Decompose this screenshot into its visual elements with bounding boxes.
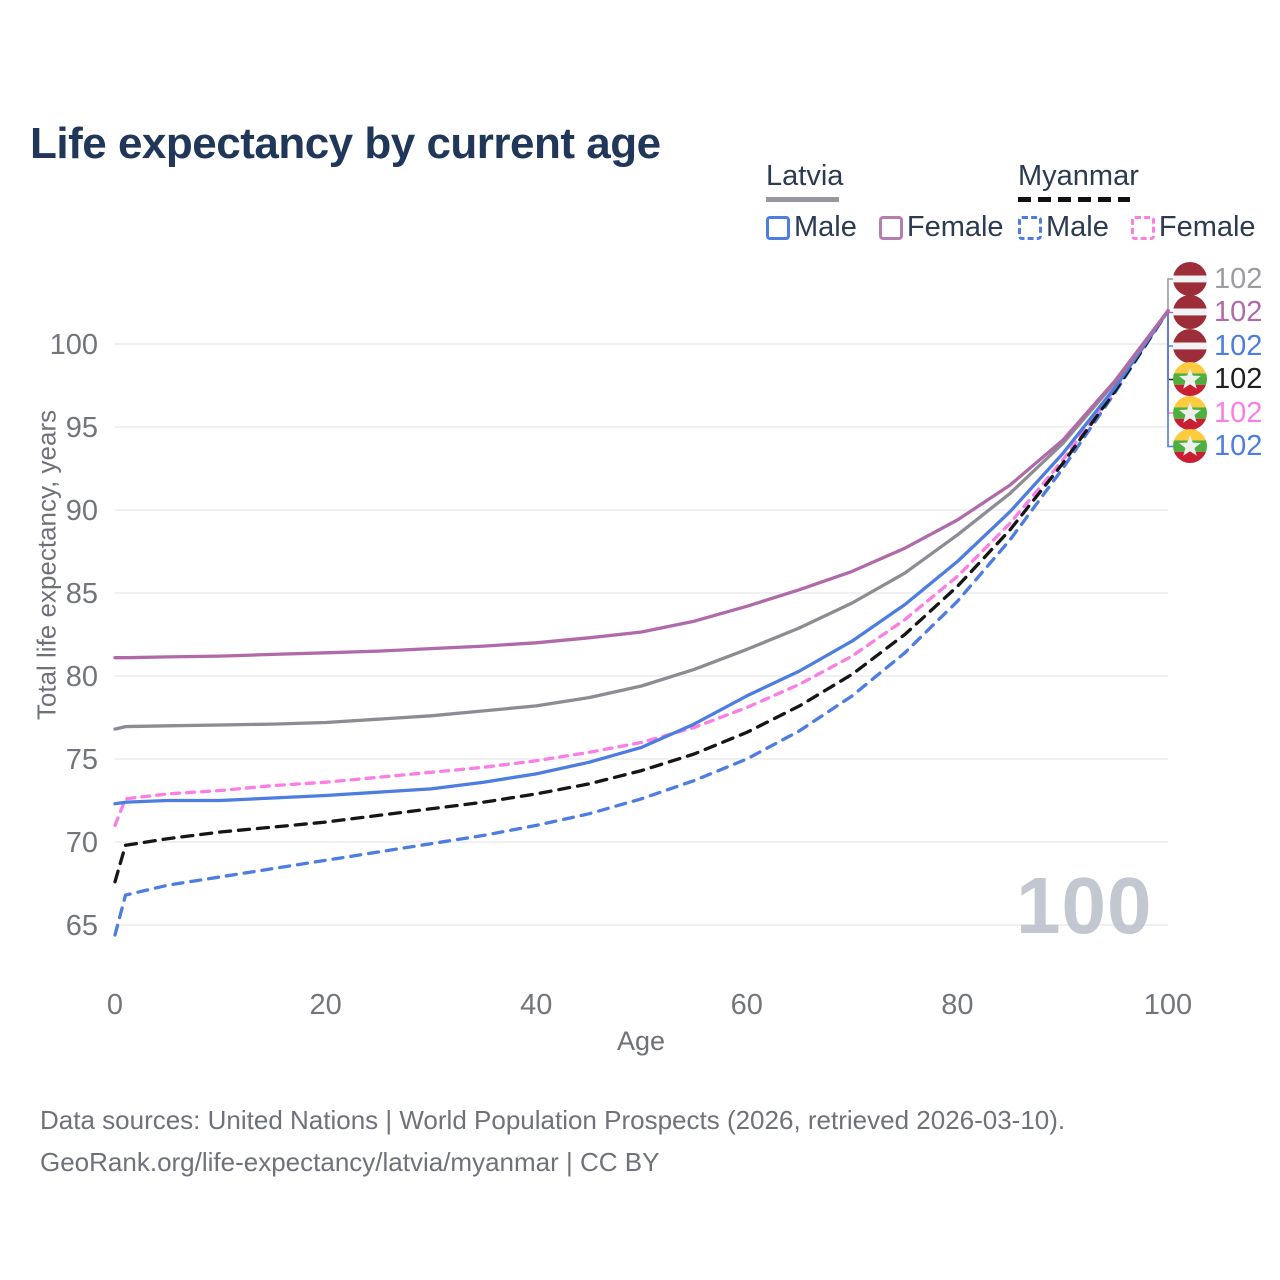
- legend-myanmar: Myanmar Male Female: [1018, 160, 1278, 244]
- annotation-row[interactable]: 102: [1173, 396, 1262, 430]
- x-tick-label: 80: [941, 989, 973, 1021]
- end-label-connector: [1167, 310, 1174, 448]
- legend-latvia-line-sample: [766, 197, 839, 202]
- y-tick-label: 100: [50, 329, 98, 361]
- end-value-label: 102: [1214, 295, 1263, 328]
- annotation-row[interactable]: 102: [1173, 429, 1262, 463]
- series-line-latvia-male[interactable]: [113, 309, 1170, 806]
- y-tick-label: 85: [66, 578, 98, 610]
- myanmar-flag-icon: [1173, 396, 1207, 430]
- series-line-latvia-female[interactable]: [113, 309, 1170, 660]
- y-tick-label: 90: [66, 495, 98, 527]
- latvia-flag-icon: [1173, 262, 1207, 296]
- series-line-myanmar-male[interactable]: [113, 309, 1170, 937]
- legend-myanmar-female-swatch[interactable]: [1130, 215, 1155, 240]
- legend-myanmar-male-swatch[interactable]: [1018, 215, 1042, 240]
- latvia-flag-icon: [1173, 295, 1207, 329]
- legend-myanmar-female-label[interactable]: Female: [1158, 211, 1256, 243]
- series-line-latvia-total[interactable]: [113, 309, 1170, 731]
- x-tick-label: 20: [309, 989, 341, 1021]
- series-line-myanmar-female[interactable]: [113, 309, 1170, 828]
- series-line-myanmar-total[interactable]: [113, 309, 1170, 884]
- legend-latvia-header[interactable]: Latvia: [766, 160, 844, 192]
- annotation-row[interactable]: 102: [1173, 262, 1262, 296]
- legend-latvia-female-swatch[interactable]: [878, 215, 903, 240]
- attribution-note: GeoRank.org/life-expectancy/latvia/myanm…: [40, 1147, 660, 1177]
- end-value-label: 102: [1214, 396, 1263, 429]
- legend-latvia-male-label[interactable]: Male: [794, 211, 857, 243]
- y-axis-title: Total life expectancy, years: [31, 409, 62, 721]
- annotation-row[interactable]: 102: [1173, 295, 1262, 329]
- age-watermark: 100: [1016, 861, 1153, 950]
- legend-myanmar-header[interactable]: Myanmar: [1018, 160, 1139, 192]
- legend-latvia-female-label[interactable]: Female: [906, 211, 1004, 243]
- y-tick-label: 95: [66, 412, 98, 444]
- end-value-label: 102: [1214, 429, 1263, 462]
- x-tick-label: 60: [731, 989, 763, 1021]
- x-tick-label: 100: [1144, 989, 1192, 1021]
- myanmar-flag-icon: [1173, 429, 1207, 463]
- y-tick-label: 80: [66, 661, 98, 693]
- page-title: Life expectancy by current age: [30, 119, 661, 169]
- legend-myanmar-line-sample: [1018, 197, 1130, 202]
- end-value-label: 102: [1214, 262, 1263, 295]
- chart-canvas: 65 70 75 80 85 90 95 100 0 20 40 60 80 100: [50, 278, 1192, 1021]
- end-label-connector: [1167, 278, 1174, 311]
- legend-latvia-male-swatch[interactable]: [766, 215, 790, 240]
- data-source-note: Data sources: United Nations | World Pop…: [40, 1105, 1066, 1135]
- myanmar-flag-icon: [1173, 362, 1207, 396]
- x-tick-label: 40: [520, 989, 552, 1021]
- x-tick-label: 0: [107, 989, 123, 1021]
- y-tick-label: 75: [66, 744, 98, 776]
- end-value-label: 102: [1214, 329, 1263, 362]
- legend-myanmar-male-label[interactable]: Male: [1046, 211, 1109, 243]
- y-tick-label: 65: [66, 910, 98, 942]
- x-axis-title: Age: [616, 1026, 666, 1056]
- y-tick-label: 70: [66, 827, 98, 859]
- latvia-flag-icon: [1173, 329, 1207, 363]
- end-value-label: 102: [1214, 362, 1263, 395]
- annotation-row[interactable]: 102: [1173, 362, 1262, 396]
- legend-latvia: Latvia Male Female: [766, 160, 1026, 244]
- annotation-row[interactable]: 102: [1173, 329, 1262, 363]
